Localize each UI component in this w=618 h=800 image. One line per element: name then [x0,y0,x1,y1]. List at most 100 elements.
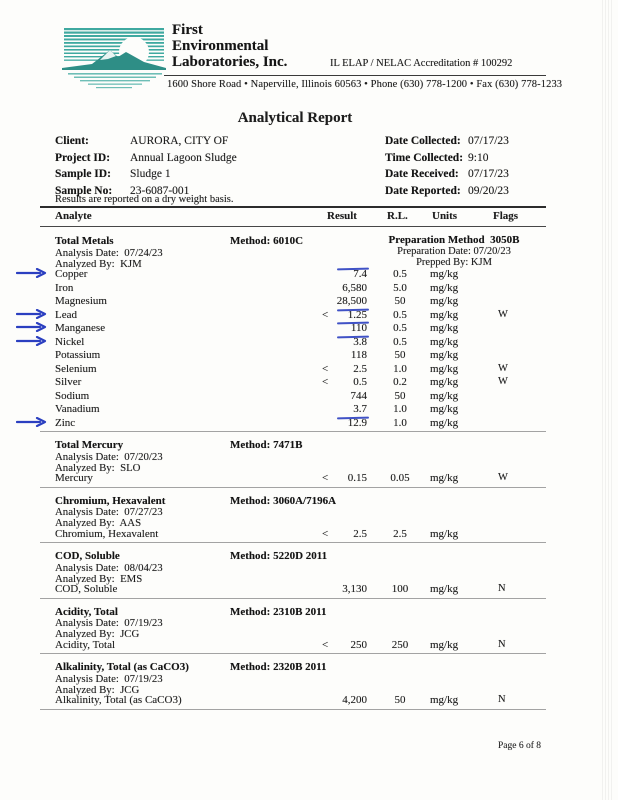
analyte-name: Copper [55,268,88,280]
date-collected-value: 07/17/23 [468,135,509,147]
analyzed-by-label: Analyzed By: [55,461,115,474]
analyzed-by: Analyzed By: KJM [55,258,142,270]
time-collected-label: Time Collected: [385,151,464,164]
annotation-arrow-icon [15,308,48,319]
reporting-limit: 50 [394,694,406,706]
project-id-row: Project ID: Annual Lagoon Sludge [55,150,237,167]
analyzed-by-label: Analyzed By: [55,683,115,696]
section-header: Total Mercury Method: 7471B Analysis Date:… [0,439,618,474]
analyte-name: Potassium [55,349,101,361]
reporting-limit: 0.5 [393,308,407,321]
analysis-date-label: Analysis Date: [55,450,119,463]
method-label: Method: [230,235,271,247]
reporting-limit: 1.0 [393,403,407,415]
analyte-name: Mercury [55,472,93,484]
analyte-name: Zinc [55,416,76,429]
result-value: 0.15 [347,472,367,484]
section-divider-rule [40,597,546,600]
result-qualifier: < [322,376,329,388]
analyzed-by-value: SLO [120,461,141,474]
result-value: 3.8 [353,335,367,348]
analyzed-by: Analyzed By: AAS [55,517,141,529]
units-value: mg/kg [430,349,459,361]
time-collected-row: Time Collected: 9:10 [385,150,509,167]
analyte-row: Sodium 744 50 mg/kg [0,390,618,404]
units-value: mg/kg [430,362,459,375]
units-value: mg/kg [430,638,459,651]
analyte-row: Nickel 3.8 0.5 mg/kg [0,335,618,350]
result-value: 28,500 [336,295,367,307]
date-collected-row: Date Collected: 07/17/23 [385,133,509,150]
reporting-limit: 50 [394,295,406,307]
analysis-section: Alkalinity, Total (as CaCO3) Method: 2320… [0,655,618,711]
analyte-row: Alkalinity, Total (as CaCO3) 4,200 50 mg/kg… [0,694,618,708]
analyzed-by-label: Analyzed By: [55,628,115,640]
analysis-date: Analysis Date: 07/20/23 [55,451,163,463]
result-qualifier: < [322,362,329,375]
section-method: Method: 3060A/7196A [230,495,336,507]
page-number: Page 6 of 8 [498,741,542,751]
results-table: Total Metals Method: 6010C Analysis Date: … [0,229,618,711]
section-name: Chromium, Hexavalent [55,494,166,507]
analysis-date-label: Analysis Date: [55,672,119,685]
client-row: Client: AURORA, CITY OF [55,133,237,150]
flag-value: W [498,472,508,483]
result-value: 3.7 [353,403,367,415]
analyte-name: Manganese [55,322,106,334]
company-name-line1: First [172,22,203,38]
analyzed-by-value: JCG [120,628,140,640]
sample-no-value: 23-6087-001 [130,184,190,197]
section-method: Method: 6010C [230,235,303,247]
analysis-date-value: 07/20/23 [124,450,163,463]
reporting-limit: 0.05 [390,472,410,484]
section-method: Method: 5220D 2011 [230,550,327,562]
flag-value: N [498,583,506,594]
analyte-row: Lead <1.25 0.5 mg/kg W [0,308,618,323]
analyzed-by: Analyzed By: JCG [55,684,139,696]
result-value: 2.5 [353,527,367,540]
units-value: mg/kg [430,583,459,595]
section-divider-rule [40,486,546,489]
result-value: 110 [350,322,367,334]
result-value: 12.9 [347,416,367,429]
analysis-date: Analysis Date: 07/19/23 [55,617,163,629]
annotation-arrow-icon [15,267,48,279]
analyte-name: Acidity, Total [55,638,116,651]
date-reported-label: Date Reported: [385,184,461,197]
reporting-limit: 5.0 [393,281,407,294]
analyte-row: Potassium 118 50 mg/kg [0,349,618,363]
analyte-row: Magnesium 28,500 50 mg/kg [0,295,618,309]
analyte-name: Alkalinity, Total (as CaCO3) [55,694,182,706]
section-name: COD, Soluble [55,550,120,562]
analyzed-by-value: EMS [120,572,143,585]
sample-id-value: Sludge 1 [130,168,171,180]
company-name-line3: Laboratories, Inc. [172,54,288,70]
project-id-value: Annual Lagoon Sludge [130,151,237,164]
result-value: 2.5 [353,362,367,375]
analyte-row: Selenium <2.5 1.0 mg/kg W [0,363,618,377]
analyte-row: Copper 7.4 0.5 mg/kg [0,267,618,282]
sample-info-right: Date Collected: 07/17/23 Time Collected: 9… [385,133,509,199]
sample-id-row: Sample ID: Sludge 1 [55,166,237,183]
reporting-limit: 1.0 [393,416,407,429]
date-reported-row: Date Reported: 09/20/23 [385,183,509,200]
result-qualifier: < [322,638,329,651]
annotation-underline [336,308,370,311]
flag-value: W [498,308,508,320]
analysis-date: Analysis Date: 07/27/23 [55,506,163,518]
section-divider-rule [40,542,546,544]
table-top-rule [40,206,546,208]
result-value: 250 [350,638,368,651]
analysis-date-value: 08/04/23 [124,561,163,574]
units-value: mg/kg [430,281,459,294]
units-value: mg/kg [430,308,459,321]
result-value: 744 [350,389,368,402]
column-header-rl: R.L. [387,210,408,222]
units-value: mg/kg [430,403,459,415]
accreditation-text: IL ELAP / NELAC Accreditation # 100292 [330,58,513,69]
date-received-label: Date Received: [385,168,459,180]
analyte-name: COD, Soluble [55,583,118,595]
analysis-date-value: 07/19/23 [124,672,163,685]
flag-value: N [498,694,506,705]
method-value: 2310B 2011 [273,605,327,618]
